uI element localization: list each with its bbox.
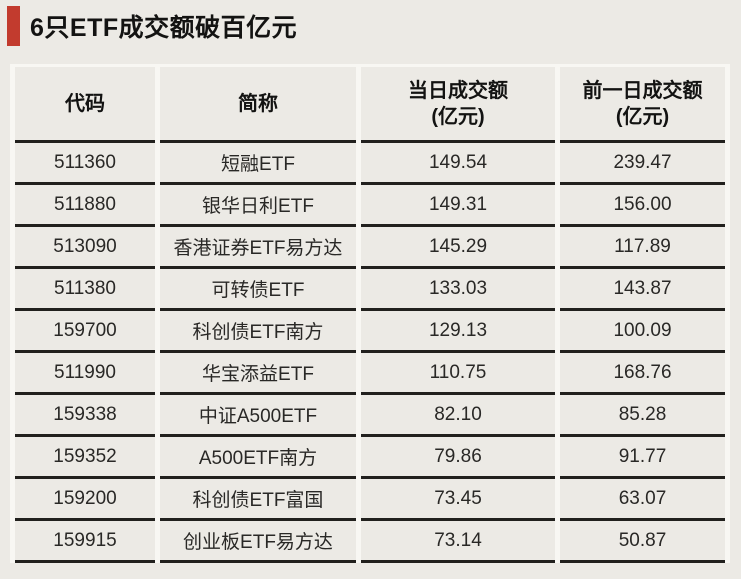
- col-header-today-volume-line2: (亿元): [431, 105, 485, 128]
- table-row: 159338 中证A500ETF 82.10 85.28: [15, 395, 725, 437]
- today-volume-cell: 73.14: [361, 521, 555, 563]
- today-volume-cell: 110.75: [361, 353, 555, 395]
- prev-volume-cell: 91.77: [560, 437, 725, 479]
- table-row: 511990 华宝添益ETF 110.75 168.76: [15, 353, 725, 395]
- table-row: 159700 科创债ETF南方 129.13 100.09: [15, 311, 725, 353]
- prev-volume-cell: 143.87: [560, 269, 725, 311]
- name-cell: 华宝添益ETF: [160, 353, 356, 395]
- today-volume-cell: 149.31: [361, 185, 555, 227]
- table-row: 159200 科创债ETF富国 73.45 63.07: [15, 479, 725, 521]
- name-cell: A500ETF南方: [160, 437, 356, 479]
- table-row: 513090 香港证券ETF易方达 145.29 117.89: [15, 227, 725, 269]
- name-cell: 中证A500ETF: [160, 395, 356, 437]
- table-row: 159352 A500ETF南方 79.86 91.77: [15, 437, 725, 479]
- table-body: 511360 短融ETF 149.54 239.47 511880 银华日利ETF 149.…: [15, 143, 725, 563]
- col-header-name-label: 简称: [238, 92, 278, 115]
- today-volume-cell: 133.03: [361, 269, 555, 311]
- red-accent-bar: [7, 6, 20, 46]
- etf-volume-table-container: 代码 简称 当日成交额 (亿元) 前一日成交额 (亿元) 511360 短融ETF…: [10, 64, 730, 563]
- name-cell: 香港证券ETF易方达: [160, 227, 356, 269]
- today-volume-cell: 149.54: [361, 143, 555, 185]
- table-row: 511880 银华日利ETF 149.31 156.00: [15, 185, 725, 227]
- code-cell: 159915: [15, 521, 155, 563]
- name-cell: 创业板ETF易方达: [160, 521, 356, 563]
- prev-volume-cell: 239.47: [560, 143, 725, 185]
- prev-volume-cell: 85.28: [560, 395, 725, 437]
- today-volume-cell: 82.10: [361, 395, 555, 437]
- name-cell: 科创债ETF富国: [160, 479, 356, 521]
- name-cell: 银华日利ETF: [160, 185, 356, 227]
- page-title: 6只ETF成交额破百亿元: [30, 14, 298, 42]
- code-cell: 159200: [15, 479, 155, 521]
- name-cell: 短融ETF: [160, 143, 356, 185]
- code-cell: 513090: [15, 227, 155, 269]
- today-volume-cell: 79.86: [361, 437, 555, 479]
- prev-volume-cell: 100.09: [560, 311, 725, 353]
- prev-volume-cell: 50.87: [560, 521, 725, 563]
- code-cell: 511880: [15, 185, 155, 227]
- code-cell: 159338: [15, 395, 155, 437]
- col-header-code: 代码: [15, 67, 155, 143]
- col-header-code-label: 代码: [65, 92, 105, 115]
- col-header-name: 简称: [160, 67, 356, 143]
- table-row: 159915 创业板ETF易方达 73.14 50.87: [15, 521, 725, 563]
- code-cell: 511990: [15, 353, 155, 395]
- code-cell: 511380: [15, 269, 155, 311]
- col-header-today-volume-line1: 当日成交额: [408, 79, 508, 102]
- name-cell: 可转债ETF: [160, 269, 356, 311]
- title-block: 6只ETF成交额破百亿元: [7, 6, 297, 46]
- prev-volume-cell: 156.00: [560, 185, 725, 227]
- table-row: 511360 短融ETF 149.54 239.47: [15, 143, 725, 185]
- col-header-prev-volume-line2: (亿元): [615, 105, 670, 128]
- code-cell: 511360: [15, 143, 155, 185]
- prev-volume-cell: 63.07: [560, 479, 725, 521]
- today-volume-cell: 145.29: [361, 227, 555, 269]
- prev-volume-cell: 168.76: [560, 353, 725, 395]
- col-header-prev-volume: 前一日成交额 (亿元): [560, 67, 725, 143]
- code-cell: 159700: [15, 311, 155, 353]
- etf-volume-table: 代码 简称 当日成交额 (亿元) 前一日成交额 (亿元) 511360 短融ETF…: [10, 67, 730, 563]
- header-row: 代码 简称 当日成交额 (亿元) 前一日成交额 (亿元): [15, 67, 725, 143]
- today-volume-cell: 73.45: [361, 479, 555, 521]
- name-cell: 科创债ETF南方: [160, 311, 356, 353]
- prev-volume-cell: 117.89: [560, 227, 725, 269]
- today-volume-cell: 129.13: [361, 311, 555, 353]
- col-header-prev-volume-line1: 前一日成交额: [582, 79, 703, 102]
- col-header-today-volume: 当日成交额 (亿元): [361, 67, 555, 143]
- code-cell: 159352: [15, 437, 155, 479]
- table-row: 511380 可转债ETF 133.03 143.87: [15, 269, 725, 311]
